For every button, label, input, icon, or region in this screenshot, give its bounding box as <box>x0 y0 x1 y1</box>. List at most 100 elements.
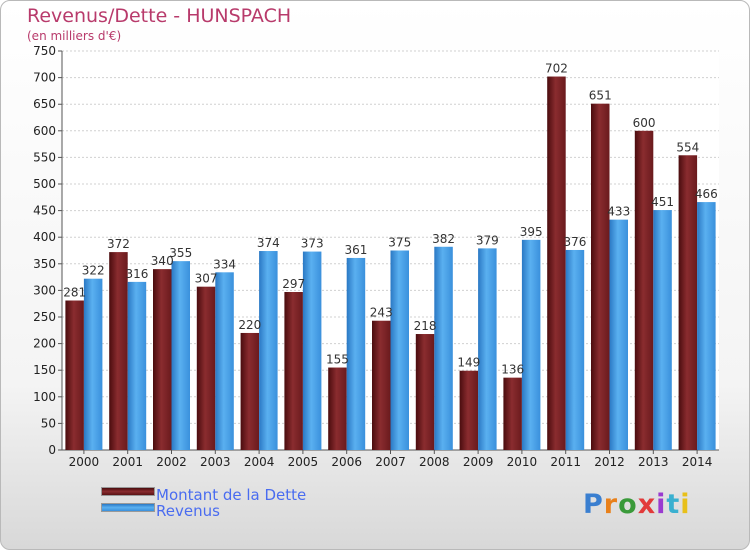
bar-dette-2010 <box>503 377 522 450</box>
bar-revenus-2013 <box>653 210 672 450</box>
data-label-revenus-2010: 395 <box>520 225 543 239</box>
data-label-revenus-2004: 374 <box>257 236 280 250</box>
bar-revenus-2001 <box>127 281 147 450</box>
y-tick-label: 100 <box>33 390 56 404</box>
data-label-revenus-2007: 375 <box>388 236 411 250</box>
bar-dette-2002 <box>153 269 172 450</box>
legend-label-revenus: Revenus <box>156 502 220 520</box>
y-tick-label: 0 <box>48 443 56 457</box>
data-label-revenus-2002: 355 <box>169 246 192 260</box>
logo-letter: o <box>618 489 638 520</box>
bar-dette-2006 <box>328 367 347 450</box>
x-tick-label: 2008 <box>419 455 450 469</box>
data-label-dette-2002: 340 <box>151 254 174 268</box>
data-label-revenus-2005: 373 <box>301 237 324 251</box>
bar-revenus-2002 <box>171 261 190 450</box>
x-tick-label: 2009 <box>463 455 494 469</box>
legend-label-dette: Montant de la Dette <box>156 486 307 504</box>
y-tick-label: 150 <box>33 363 56 377</box>
data-label-dette-2006: 155 <box>326 353 349 367</box>
bar-revenus-2011 <box>565 249 585 450</box>
legend-swatch-dette <box>101 487 155 496</box>
data-label-dette-2011: 702 <box>545 62 568 76</box>
data-label-revenus-2011: 376 <box>563 235 586 249</box>
y-tick-label: 350 <box>33 257 56 271</box>
bar-dette-2013 <box>634 130 654 451</box>
x-tick-label: 2014 <box>682 455 713 469</box>
data-label-dette-2004: 220 <box>238 318 261 332</box>
bar-dette-2003 <box>196 286 216 450</box>
data-label-revenus-2003: 334 <box>213 257 236 271</box>
data-label-revenus-2006: 361 <box>344 243 367 257</box>
bar-revenus-2004 <box>259 251 278 450</box>
x-tick-label: 2013 <box>638 455 669 469</box>
x-tick-label: 2011 <box>550 455 581 469</box>
data-label-dette-2009: 149 <box>457 356 480 370</box>
x-tick-label: 2007 <box>375 455 406 469</box>
x-tick-label: 2005 <box>288 455 319 469</box>
bar-dette-2007 <box>372 320 391 450</box>
bar-revenus-2007 <box>390 250 409 450</box>
bar-revenus-2006 <box>346 257 366 450</box>
data-label-revenus-2008: 382 <box>432 232 455 246</box>
data-label-dette-2001: 372 <box>107 237 130 251</box>
data-label-revenus-2012: 433 <box>607 205 630 219</box>
chart-subtitle: (en milliers d'€) <box>27 29 122 43</box>
logo-letter: P <box>583 489 604 520</box>
data-label-revenus-2000: 322 <box>82 264 105 278</box>
bar-revenus-2008 <box>434 246 453 450</box>
bar-dette-2001 <box>109 252 128 450</box>
bar-dette-2004 <box>240 332 260 450</box>
data-label-dette-2005: 297 <box>282 277 305 291</box>
bar-revenus-2010 <box>521 239 541 450</box>
data-label-revenus-2014: 466 <box>695 187 718 201</box>
x-tick-label: 2006 <box>331 455 362 469</box>
logo-letter: i <box>656 489 667 520</box>
bar-dette-2009 <box>459 370 479 450</box>
y-tick-label: 500 <box>33 177 56 191</box>
y-tick-label: 600 <box>33 124 56 138</box>
x-tick-label: 2010 <box>507 455 538 469</box>
bar-revenus-2003 <box>215 272 234 450</box>
bar-revenus-2000 <box>83 278 103 450</box>
x-tick-label: 2003 <box>200 455 231 469</box>
y-tick-label: 200 <box>33 337 56 351</box>
data-label-revenus-2009: 379 <box>476 233 499 247</box>
x-tick-label: 2000 <box>69 455 100 469</box>
y-tick-label: 300 <box>33 283 56 297</box>
y-tick-label: 650 <box>33 97 56 111</box>
data-label-dette-2003: 307 <box>195 272 218 286</box>
bar-chart: 0 50 100 150 200 250 300 350 400 450 500 550 600 650 7… <box>33 44 719 469</box>
data-label-dette-2010: 136 <box>501 363 524 377</box>
y-tick-label: 550 <box>33 150 56 164</box>
data-label-revenus-2001: 316 <box>125 267 148 281</box>
chart-title: Revenus/Dette - HUNSPACH <box>27 5 292 27</box>
data-label-dette-2008: 218 <box>414 319 437 333</box>
bar-revenus-2009 <box>478 248 497 450</box>
logo-letter: x <box>637 489 657 520</box>
data-label-dette-2012: 651 <box>589 89 612 103</box>
x-tick-label: 2004 <box>244 455 275 469</box>
logo-letter: r <box>603 489 619 520</box>
y-tick-label: 400 <box>33 230 56 244</box>
logo-letter: i <box>680 489 691 520</box>
data-label-dette-2013: 600 <box>633 116 656 130</box>
data-label-dette-2000: 281 <box>63 286 86 300</box>
x-tick-label: 2001 <box>112 455 143 469</box>
proxiti-logo: Proxiti <box>583 489 691 520</box>
bar-dette-2012 <box>591 103 610 450</box>
bar-revenus-2005 <box>302 251 322 450</box>
y-tick-label: 750 <box>33 44 56 58</box>
bar-dette-2000 <box>65 300 84 450</box>
bar-dette-2005 <box>284 291 303 450</box>
bar-revenus-2012 <box>609 219 628 450</box>
data-label-revenus-2013: 451 <box>651 195 674 209</box>
bar-dette-2011 <box>547 76 566 450</box>
y-tick-label: 50 <box>41 416 56 430</box>
bar-dette-2008 <box>415 334 435 450</box>
y-tick-label: 250 <box>33 310 56 324</box>
legend-swatch-revenus <box>101 503 155 512</box>
data-label-dette-2007: 243 <box>370 306 393 320</box>
bar-dette-2014 <box>678 155 698 450</box>
